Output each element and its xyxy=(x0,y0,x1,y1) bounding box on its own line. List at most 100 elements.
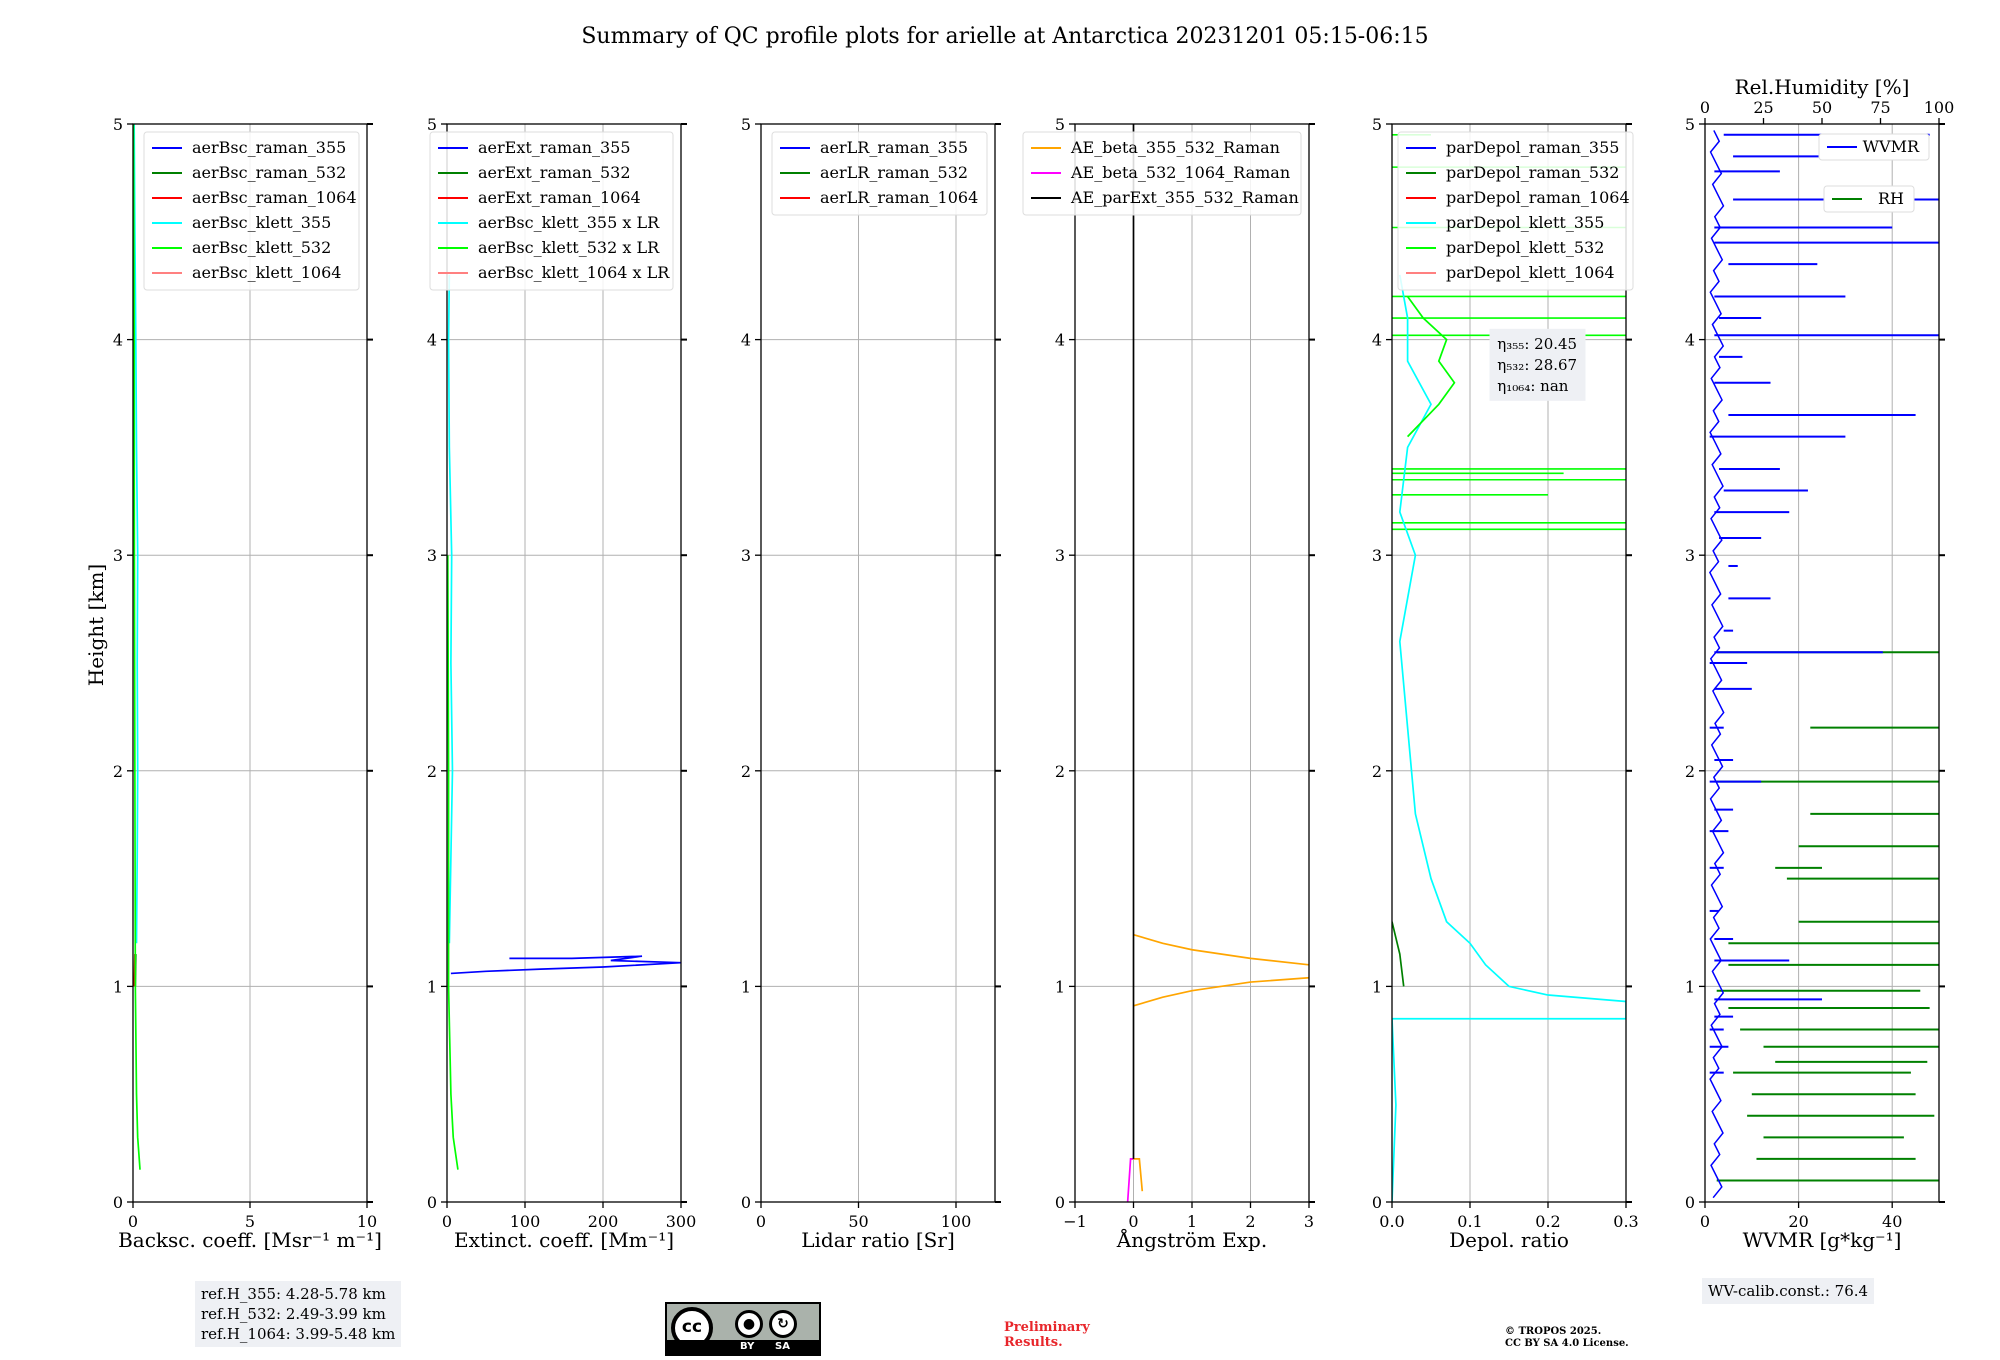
prelim-line-1: Preliminary xyxy=(1004,1320,1090,1335)
figure-title: Summary of QC profile plots for arielle … xyxy=(581,24,1428,49)
y-tick-label: 5 xyxy=(113,115,123,134)
legend: aerLR_raman_355 aerLR_raman_532 aerLR_rama… xyxy=(771,131,988,216)
series-parDepol_klett_532 xyxy=(1406,295,1456,438)
by-person-icon: ● xyxy=(735,1310,763,1338)
x-tick-label: 0 xyxy=(128,1212,138,1231)
y-tick-label: 3 xyxy=(741,546,751,565)
y-tick-label: 4 xyxy=(1372,331,1382,350)
prelim-line-2: Results. xyxy=(1004,1335,1063,1350)
legend-label: aerBsc_klett_355 xyxy=(192,213,331,232)
series-parDepol_klett_355 xyxy=(1392,274,1626,1202)
y-tick-label: 2 xyxy=(1372,762,1382,781)
legend-rh: RH xyxy=(1823,185,1915,213)
legend-label: aerBsc_klett_532 xyxy=(192,238,331,257)
copyright-line-1: © TROPOS 2025. xyxy=(1505,1326,1602,1337)
legend-label: aerBsc_klett_1064 xyxy=(192,263,341,282)
legend-label: aerBsc_raman_355 xyxy=(192,138,346,157)
x-tick-label: −1 xyxy=(1063,1212,1087,1231)
x-tick-label: 50 xyxy=(848,1212,868,1231)
series-AE_beta_355_532_Raman (lower) xyxy=(1133,976,1309,1007)
x-tick-label: 0.1 xyxy=(1457,1212,1482,1231)
legend-label: aerBsc_raman_1064 xyxy=(192,188,357,207)
x-axis-label: Lidar ratio [Sr] xyxy=(801,1228,955,1252)
legend-label: aerBsc_klett_1064 x LR xyxy=(478,263,670,282)
x-tick-label: 300 xyxy=(666,1212,697,1231)
legend-label: parDepol_klett_532 xyxy=(1446,238,1604,257)
axes-frame xyxy=(1391,123,1627,1203)
legend-frame xyxy=(1397,131,1634,291)
x-axis-label: Depol. ratio xyxy=(1449,1228,1569,1252)
x-tick-label: 0.3 xyxy=(1613,1212,1638,1231)
panel-depol: 0 1 2 3 4 5 0.0 0.1 0.2 0.3 Depol. ratio parDepol_r… xyxy=(1372,115,1639,1252)
x-tick-label: 100 xyxy=(510,1212,541,1231)
x-tick-label: 0.0 xyxy=(1379,1212,1404,1231)
by-label: BY xyxy=(740,1341,755,1352)
legend-frame xyxy=(771,131,988,216)
copyright-line-2: CC BY SA 4.0 License. xyxy=(1505,1338,1629,1349)
sa-share-icon: ↻ xyxy=(769,1310,797,1338)
series-aerBsc_klett_532 xyxy=(133,124,141,1170)
series-AE_beta_355_532_Raman (bottom) xyxy=(1130,1158,1144,1192)
y-tick-label: 2 xyxy=(427,762,437,781)
legend-frame xyxy=(429,131,674,291)
cc-license-badge: cc ● ↻ BY SA xyxy=(665,1302,821,1356)
series-aerBsc_klett_532 x LR xyxy=(447,555,459,1170)
plot-area xyxy=(1708,130,1939,1199)
wv-calib-const: WV-calib.const.: 76.4 xyxy=(1708,1282,1869,1300)
y-tick-label: 2 xyxy=(1055,762,1065,781)
plot-area xyxy=(133,124,141,1170)
y-tick-label: 0 xyxy=(741,1193,751,1212)
axes-frame xyxy=(760,123,996,1203)
y-tick-label: 2 xyxy=(113,762,123,781)
plot-area xyxy=(447,274,681,1170)
legend-label: aerExt_raman_1064 xyxy=(478,188,641,207)
x-tick-label: 10 xyxy=(357,1212,377,1231)
x-tick-label: 0 xyxy=(1128,1212,1138,1231)
preliminary-note: Preliminary Results. xyxy=(1004,1320,1090,1350)
y-tick-label: 2 xyxy=(1685,762,1695,781)
y-tick-label: 1 xyxy=(1055,977,1065,996)
y-tick-label: 3 xyxy=(1372,546,1382,565)
eta-line: η₁₀₆₄: nan xyxy=(1497,377,1568,395)
legend-label: aerBsc_raman_532 xyxy=(192,163,346,182)
y-tick-label: 3 xyxy=(113,546,123,565)
y-tick-label: 5 xyxy=(741,115,751,134)
y-tick-label: 5 xyxy=(1372,115,1382,134)
series-aerBsc_klett_355 x LR xyxy=(447,274,454,944)
eta-line: η₃₅₅: 20.45 xyxy=(1497,335,1577,353)
series-AE_beta_532_1064_Raman xyxy=(1126,1158,1134,1202)
y-tick-label: 5 xyxy=(1055,115,1065,134)
y-tick-label: 2 xyxy=(741,762,751,781)
y-tick-label: 3 xyxy=(427,546,437,565)
legend-label: aerBsc_klett_532 x LR xyxy=(478,238,660,257)
x2-tick-label: 100 xyxy=(1924,98,1955,117)
legend-label: aerExt_raman_355 xyxy=(478,138,631,157)
series-aerExt_raman_355 xyxy=(450,955,681,975)
y-tick-label: 4 xyxy=(741,331,751,350)
x-axis-label: Extinct. coeff. [Mm⁻¹] xyxy=(454,1228,674,1252)
x2-tick-label: 75 xyxy=(1870,98,1890,117)
y-axis-label: Height [km] xyxy=(84,564,108,686)
legend-label: AE_beta_532_1064_Raman xyxy=(1070,163,1290,182)
legend: aerBsc_raman_355 aerBsc_raman_532 aerBsc_r… xyxy=(143,131,360,291)
y-tick-label: 0 xyxy=(1685,1193,1695,1212)
x-tick-label: 0.2 xyxy=(1535,1212,1560,1231)
legend-label: WVMR xyxy=(1863,137,1920,156)
x-tick-label: 0 xyxy=(756,1212,766,1231)
legend-label: parDepol_raman_355 xyxy=(1446,138,1619,157)
x2-tick-label: 25 xyxy=(1753,98,1773,117)
eta-annotation: η₃₅₅: 20.45 η₅₃₂: 28.67 η₁₀₆₄: nan xyxy=(1489,328,1586,401)
sa-label: SA xyxy=(775,1341,790,1352)
y-tick-label: 4 xyxy=(427,331,437,350)
x-tick-label: 20 xyxy=(1788,1212,1808,1231)
y-tick-label: 0 xyxy=(1372,1193,1382,1212)
x2-axis-label: Rel.Humidity [%] xyxy=(1735,75,1910,99)
x2-tick-label: 0 xyxy=(1700,98,1710,117)
x-tick-label: 0 xyxy=(1700,1212,1710,1231)
legend-label: parDepol_klett_355 xyxy=(1446,213,1604,232)
